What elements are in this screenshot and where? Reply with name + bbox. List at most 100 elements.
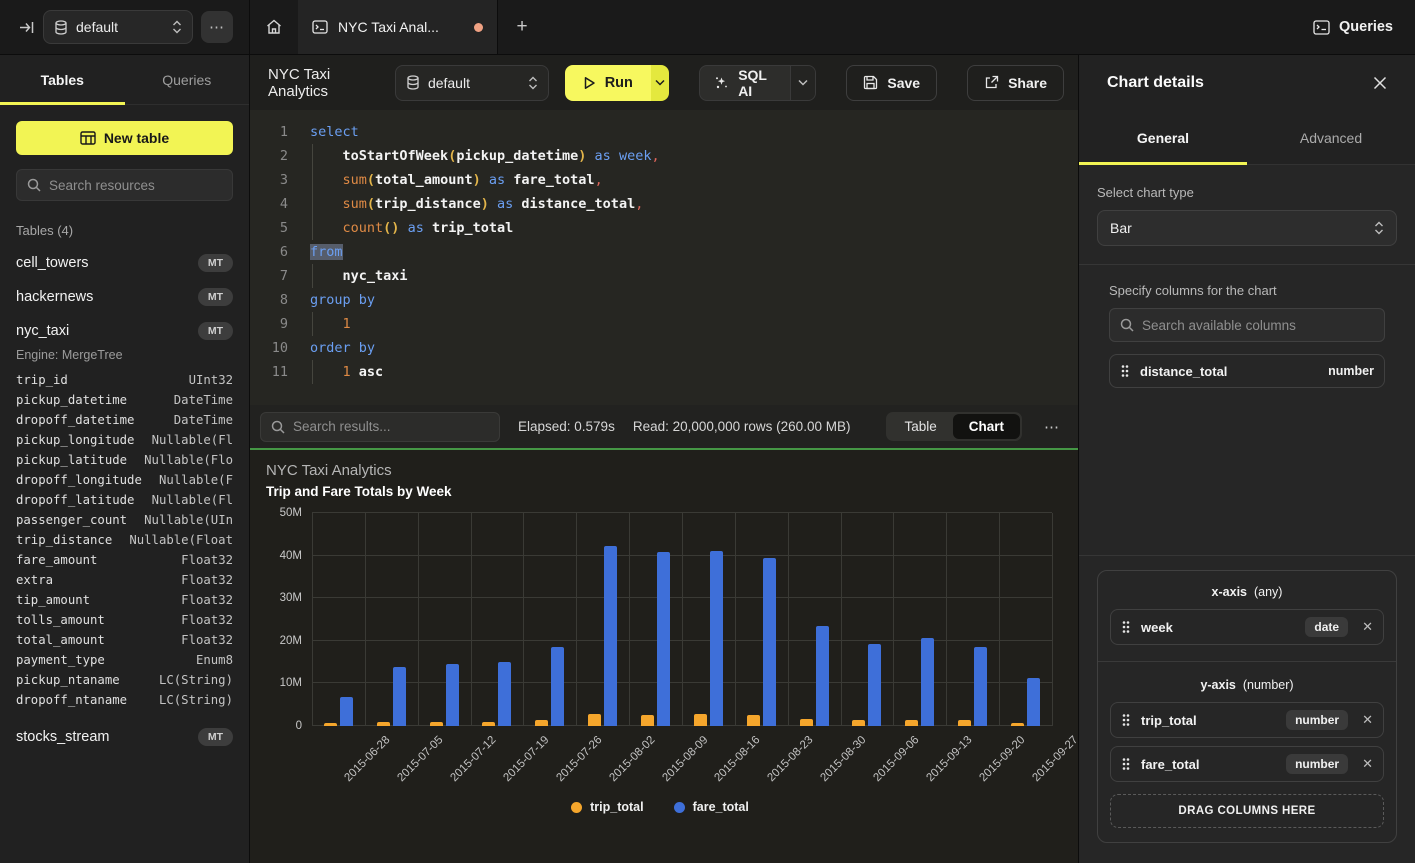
collapse-sidebar-icon[interactable] xyxy=(18,19,35,36)
fare_total-bar[interactable] xyxy=(709,550,723,726)
nyc-taxi-columns: trip_id UInt32 pickup_datetime DateTime drop… xyxy=(16,370,233,710)
trip_total-bar[interactable] xyxy=(429,721,443,726)
new-table-button[interactable]: New table xyxy=(16,121,233,155)
drag-handle-icon[interactable] xyxy=(1121,713,1131,727)
trip_total-bar[interactable] xyxy=(641,714,655,726)
trip_total-bar[interactable] xyxy=(588,713,602,726)
column-row: passenger_count Nullable(UIn xyxy=(16,513,233,527)
chevron-updown-icon xyxy=(172,20,182,34)
available-column-distance-total[interactable]: distance_total number xyxy=(1109,354,1385,388)
sql-editor[interactable]: 1 select 2 toStartOfWeek(pickup_datetime) … xyxy=(250,110,1078,405)
toolbar-database-selector[interactable]: default xyxy=(394,64,549,101)
share-button[interactable]: Share xyxy=(967,64,1065,101)
legend-item-trip_total[interactable]: trip_total xyxy=(571,800,644,814)
x-axis-tick-label: 2015-08-30 xyxy=(818,734,869,785)
trip_total-bar[interactable] xyxy=(852,719,866,726)
field-type-badge: number xyxy=(1286,710,1349,730)
results-search-input[interactable] xyxy=(293,419,489,434)
remove-field-icon[interactable]: ✕ xyxy=(1362,712,1373,727)
save-button[interactable]: Save xyxy=(846,64,938,101)
table-item-stocks-stream[interactable]: stocks_stream MT xyxy=(16,728,233,746)
tab-queries[interactable]: Queries xyxy=(162,71,212,88)
chart-type-label: Select chart type xyxy=(1097,185,1194,200)
tab-advanced[interactable]: Advanced xyxy=(1299,129,1363,146)
legend-dot xyxy=(673,801,685,813)
x-axis-tick-label: 2015-09-13 xyxy=(924,734,975,785)
table-item-cell-towers[interactable]: cell_towers MT xyxy=(16,254,233,272)
fare_total-bar[interactable] xyxy=(868,643,882,726)
fare_total-bar[interactable] xyxy=(604,546,618,726)
code-line: 3 sum(total_amount) as fare_total, xyxy=(262,168,1078,192)
fare_total-bar[interactable] xyxy=(498,662,512,726)
trip_total-bar[interactable] xyxy=(905,719,919,726)
y-axis-field-trip-total[interactable]: trip_total number ✕ xyxy=(1110,702,1384,738)
trip_total-bar[interactable] xyxy=(1011,722,1025,726)
fare_total-bar[interactable] xyxy=(815,626,829,726)
trip_total-bar[interactable] xyxy=(799,718,813,726)
run-options-button[interactable] xyxy=(650,64,670,101)
read-stat: Read: 20,000,000 rows (260.00 MB) xyxy=(632,419,851,434)
trip_total-bar[interactable] xyxy=(693,713,707,726)
chart-type-select[interactable]: Bar xyxy=(1097,210,1397,246)
code-line: 8 group by xyxy=(279,292,376,308)
legend-item-fare_total[interactable]: fare_total xyxy=(673,800,749,814)
fare_total-bar[interactable] xyxy=(974,646,988,726)
sql-ai-options-button[interactable] xyxy=(790,65,816,100)
bar-chart-plot[interactable]: 0 10M 20M 30M 40M 50M xyxy=(280,507,1053,732)
y-axis-field-fare-total[interactable]: fare_total number ✕ xyxy=(1110,746,1384,782)
sidebar-overflow-button[interactable]: ⋯ xyxy=(201,11,233,43)
table-grid-icon xyxy=(80,131,96,145)
database-selector[interactable]: default xyxy=(43,10,193,44)
view-toggle-table[interactable]: Table xyxy=(904,419,937,434)
trip_total-bar[interactable] xyxy=(323,723,337,726)
view-toggle-chart[interactable]: Chart xyxy=(952,414,1021,439)
sql-ai-button[interactable]: SQL AI xyxy=(700,66,790,100)
drag-handle-icon[interactable] xyxy=(1120,364,1130,378)
column-row: dropoff_latitude Nullable(Fl xyxy=(16,493,233,507)
fare_total-bar[interactable] xyxy=(445,664,459,726)
y-axis-tick-label: 50M xyxy=(279,507,302,519)
database-selector-value: default xyxy=(76,19,119,35)
trip_total-bar[interactable] xyxy=(376,721,390,726)
remove-field-icon[interactable]: ✕ xyxy=(1362,619,1373,634)
chart-details-tabs: General Advanced xyxy=(1079,111,1415,165)
chevron-updown-icon xyxy=(528,76,538,90)
home-button[interactable] xyxy=(250,0,298,54)
fare_total-bar[interactable] xyxy=(762,558,776,726)
results-overflow-button[interactable]: ⋯ xyxy=(1044,418,1061,436)
resource-search-input[interactable] xyxy=(49,177,222,193)
queries-button[interactable]: Queries xyxy=(1313,19,1393,35)
fare_total-bar[interactable] xyxy=(1027,677,1041,726)
fare_total-bar[interactable] xyxy=(392,667,406,726)
query-tab-label: NYC Taxi Anal... xyxy=(338,19,439,35)
run-button[interactable]: Run xyxy=(564,64,651,101)
x-axis-field-week[interactable]: week date ✕ xyxy=(1110,609,1384,645)
column-row: pickup_latitude Nullable(Flo xyxy=(16,453,233,467)
trip_total-bar[interactable] xyxy=(746,715,760,726)
tab-tables[interactable]: Tables xyxy=(0,55,125,105)
database-icon xyxy=(54,19,68,35)
query-tab[interactable]: NYC Taxi Anal... xyxy=(298,0,498,54)
column-row: extra Float32 xyxy=(16,573,233,587)
drop-zone[interactable]: DRAG COLUMNS HERE xyxy=(1110,794,1384,828)
tab-general[interactable]: General xyxy=(1079,111,1247,165)
code-line: 2 toStartOfWeek(pickup_datetime) as week… xyxy=(262,144,1078,168)
fare_total-bar[interactable] xyxy=(339,697,353,726)
fare_total-bar[interactable] xyxy=(921,637,935,726)
trip_total-bar[interactable] xyxy=(535,720,549,726)
x-axis-tick-label: 2015-09-27 xyxy=(1029,734,1081,785)
drag-handle-icon[interactable] xyxy=(1121,757,1131,771)
table-item-nyc-taxi[interactable]: nyc_taxi MT xyxy=(16,322,233,340)
trip_total-bar[interactable] xyxy=(958,719,972,726)
column-row: fare_amount Float32 xyxy=(16,553,233,567)
table-item-hackernews[interactable]: hackernews MT xyxy=(16,288,233,306)
remove-field-icon[interactable]: ✕ xyxy=(1362,756,1373,771)
bar-group xyxy=(682,513,735,726)
fare_total-bar[interactable] xyxy=(657,552,671,726)
new-tab-button[interactable]: + xyxy=(516,16,528,37)
columns-search-input[interactable] xyxy=(1142,317,1374,333)
drag-handle-icon[interactable] xyxy=(1121,620,1131,634)
fare_total-bar[interactable] xyxy=(551,647,565,726)
close-icon[interactable] xyxy=(1373,76,1387,90)
trip_total-bar[interactable] xyxy=(482,721,496,726)
